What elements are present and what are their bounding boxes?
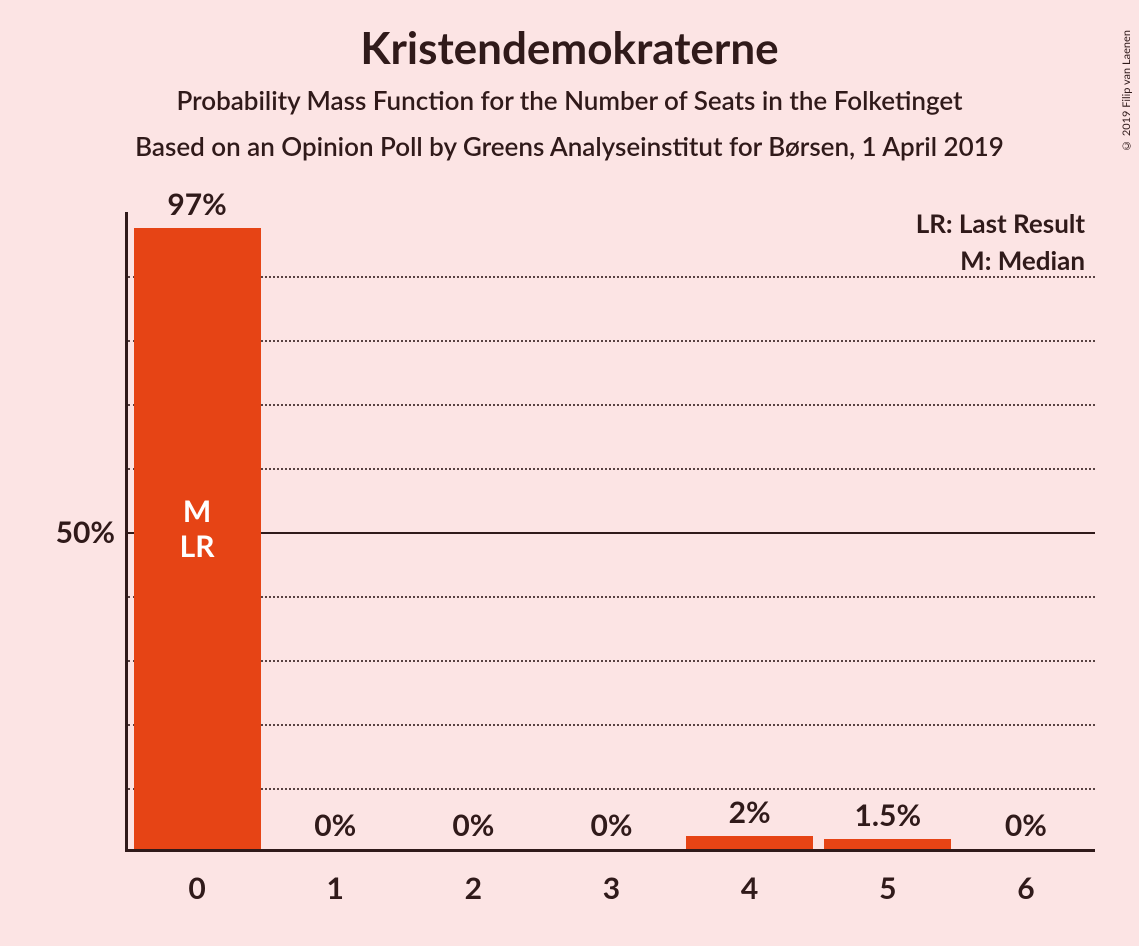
x-axis-tick-label: 6: [957, 870, 1095, 906]
bar-slot: 0%: [404, 212, 542, 849]
plot-region: LR: Last Result M: Median 97%MLR0%0%0%2%…: [125, 212, 1095, 852]
bar-slot: 2%: [681, 212, 819, 849]
x-axis: [125, 849, 1095, 852]
bar-slot: 97%MLR: [128, 212, 266, 849]
bar-slot: 1.5%: [819, 212, 957, 849]
bar-value-label: 0%: [404, 807, 542, 843]
bar-slot: 0%: [542, 212, 680, 849]
bar-value-label: 0%: [542, 807, 680, 843]
bar-value-label: 2%: [681, 794, 819, 830]
bar-value-label: 0%: [266, 807, 404, 843]
y-axis-label-50: 50%: [40, 514, 115, 550]
bars-container: 97%MLR0%0%0%2%1.5%0%: [128, 212, 1095, 849]
chart-subtitle-2: Based on an Opinion Poll by Greens Analy…: [0, 130, 1139, 162]
x-axis-tick-label: 1: [266, 870, 404, 906]
bar-value-label: 1.5%: [819, 797, 957, 833]
bar: [686, 836, 813, 849]
x-axis-tick-label: 4: [681, 870, 819, 906]
bar-slot: 0%: [266, 212, 404, 849]
copyright-text: © 2019 Filip van Laenen: [1120, 30, 1133, 152]
chart-subtitle-1: Probability Mass Function for the Number…: [0, 84, 1139, 116]
bar: [824, 839, 951, 849]
bar-inside-marker: MLR: [128, 494, 266, 563]
x-axis-tick-label: 5: [819, 870, 957, 906]
x-axis-labels: 0123456: [128, 862, 1095, 912]
chart-title: Kristendemokraterne: [0, 22, 1139, 74]
x-axis-tick-label: 0: [128, 870, 266, 906]
chart-area: 50% LR: Last Result M: Median 97%MLR0%0%…: [40, 212, 1110, 912]
bar-value-label: 97%: [128, 186, 266, 222]
x-axis-tick-label: 3: [542, 870, 680, 906]
bar-slot: 0%: [957, 212, 1095, 849]
x-axis-tick-label: 2: [404, 870, 542, 906]
bar-value-label: 0%: [957, 807, 1095, 843]
